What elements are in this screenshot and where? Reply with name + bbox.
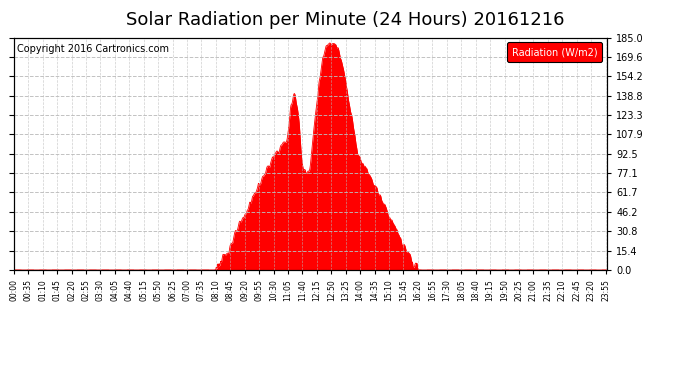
Text: Copyright 2016 Cartronics.com: Copyright 2016 Cartronics.com <box>17 45 169 54</box>
Legend: Radiation (W/m2): Radiation (W/m2) <box>507 42 602 62</box>
Text: Solar Radiation per Minute (24 Hours) 20161216: Solar Radiation per Minute (24 Hours) 20… <box>126 11 564 29</box>
